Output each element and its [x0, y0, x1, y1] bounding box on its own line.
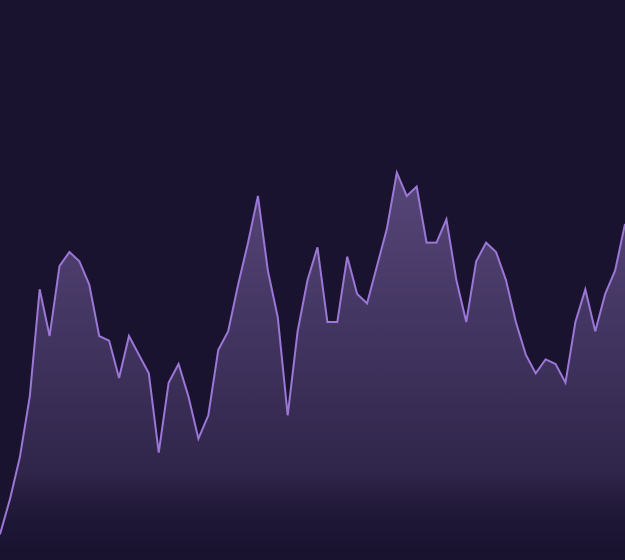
area-fill — [0, 172, 625, 560]
series-line — [0, 169, 625, 535]
